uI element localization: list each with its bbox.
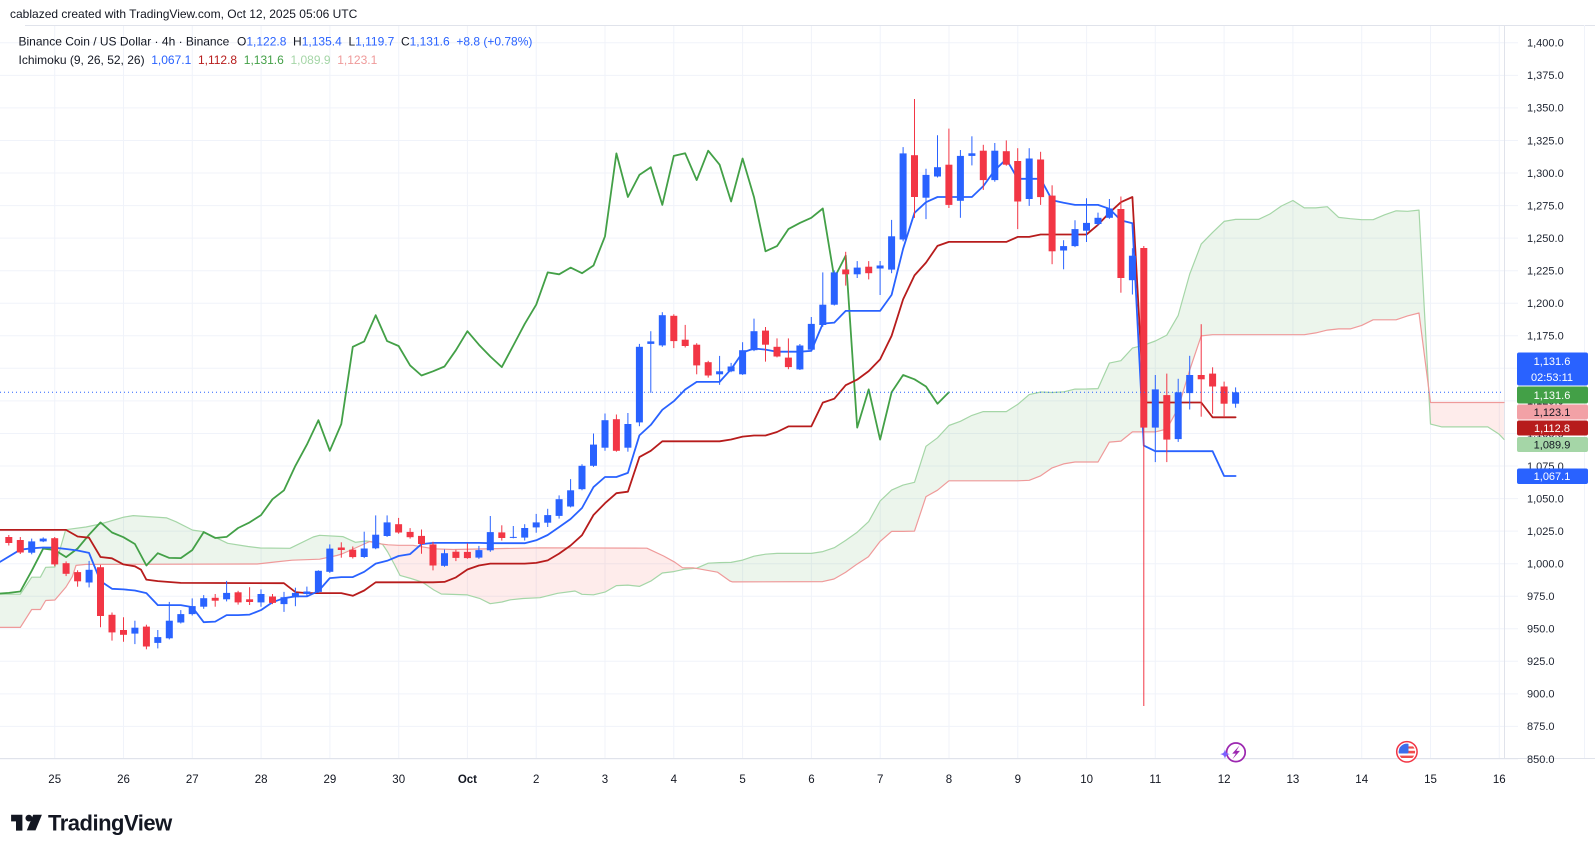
svg-text:925.0: 925.0 <box>1527 656 1555 668</box>
svg-text:850.0: 850.0 <box>1527 754 1555 766</box>
svg-text:4: 4 <box>671 774 678 786</box>
svg-text:1,200.0: 1,200.0 <box>1527 298 1564 310</box>
svg-text:7: 7 <box>877 774 883 786</box>
svg-text:1,300.0: 1,300.0 <box>1527 168 1564 180</box>
svg-text:25: 25 <box>48 774 61 786</box>
svg-text:3: 3 <box>602 774 608 786</box>
svg-text:1,400.0: 1,400.0 <box>1527 38 1564 50</box>
svg-text:14: 14 <box>1355 774 1368 786</box>
svg-text:29: 29 <box>324 774 337 786</box>
svg-text:26: 26 <box>117 774 130 786</box>
svg-text:1,275.0: 1,275.0 <box>1527 200 1564 212</box>
svg-text:5: 5 <box>739 774 745 786</box>
svg-text:O1,122.8 H1,135.4 L1,119.7: O1,122.8 H1,135.4 L1,119.7 C1,131.6 +8.8… <box>237 35 532 49</box>
svg-text:Ichimoku (9, 26, 52, 26) 1,06: Ichimoku (9, 26, 52, 26) 1,067.1 1,112.8… <box>19 53 378 67</box>
svg-text:TradingView: TradingView <box>48 811 173 836</box>
svg-text:1,131.6: 1,131.6 <box>1534 356 1571 368</box>
svg-text:1,325.0: 1,325.0 <box>1527 135 1564 147</box>
svg-text:9: 9 <box>1015 774 1021 786</box>
svg-text:8: 8 <box>946 774 952 786</box>
svg-text:12: 12 <box>1218 774 1231 786</box>
svg-text:1,050.0: 1,050.0 <box>1527 493 1564 505</box>
svg-text:1,000.0: 1,000.0 <box>1527 559 1564 571</box>
svg-text:16: 16 <box>1493 774 1506 786</box>
svg-text:28: 28 <box>255 774 268 786</box>
svg-text:900.0: 900.0 <box>1527 689 1555 701</box>
svg-text:2: 2 <box>533 774 539 786</box>
svg-text:1,131.6: 1,131.6 <box>1534 390 1571 402</box>
svg-text:30: 30 <box>392 774 405 786</box>
svg-text:27: 27 <box>186 774 199 786</box>
svg-text:1,025.0: 1,025.0 <box>1527 526 1564 538</box>
svg-text:1,375.0: 1,375.0 <box>1527 70 1564 82</box>
svg-text:1,250.0: 1,250.0 <box>1527 233 1564 245</box>
svg-text:02:53:11: 02:53:11 <box>1531 372 1573 384</box>
svg-text:6: 6 <box>808 774 814 786</box>
svg-text:1,350.0: 1,350.0 <box>1527 103 1564 115</box>
svg-text:cablazed created with TradingV: cablazed created with TradingView.com, O… <box>10 7 358 21</box>
svg-text:1,123.1: 1,123.1 <box>1534 407 1571 419</box>
svg-text:975.0: 975.0 <box>1527 591 1555 603</box>
svg-text:15: 15 <box>1424 774 1437 786</box>
svg-text:1,175.0: 1,175.0 <box>1527 331 1564 343</box>
svg-text:13: 13 <box>1287 774 1300 786</box>
svg-text:950.0: 950.0 <box>1527 624 1555 636</box>
svg-text:875.0: 875.0 <box>1527 721 1555 733</box>
svg-text:11: 11 <box>1149 774 1161 786</box>
svg-text:1,225.0: 1,225.0 <box>1527 266 1564 278</box>
svg-text:1,112.8: 1,112.8 <box>1534 423 1570 435</box>
svg-text:1,089.9: 1,089.9 <box>1534 440 1571 452</box>
svg-text:1,067.1: 1,067.1 <box>1534 471 1571 483</box>
svg-text:10: 10 <box>1080 774 1093 786</box>
svg-text:Binance Coin / US Dollar · 4h: Binance Coin / US Dollar · 4h · Binance <box>19 35 230 49</box>
svg-text:Oct: Oct <box>458 774 477 786</box>
